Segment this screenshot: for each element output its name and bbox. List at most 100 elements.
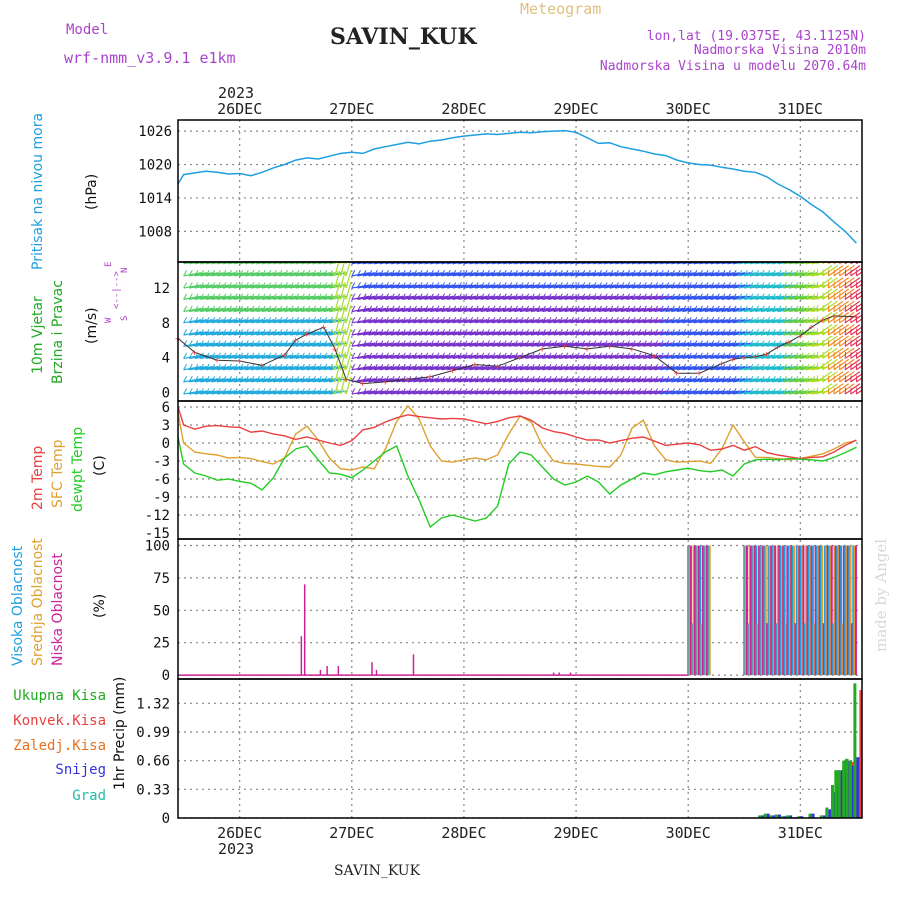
wind-barb [256, 295, 275, 300]
wind-barb [592, 390, 611, 395]
wind-barb [850, 277, 862, 289]
wind-barb-flag [250, 329, 255, 336]
wind-barb-flag [659, 293, 664, 300]
wind-barb [362, 295, 381, 300]
wind-barb-flag [508, 305, 513, 312]
wind-barb-flag [356, 270, 361, 277]
wind-speed-marker: + [752, 353, 758, 363]
wind-barb [222, 342, 241, 347]
wind-barb [660, 272, 678, 277]
wind-barb [458, 319, 477, 324]
wind-barb [441, 295, 460, 300]
wind-barb [480, 284, 499, 289]
wind-barb-flag [682, 388, 687, 395]
wind-barb-flag [323, 305, 328, 312]
wind-barb [682, 284, 701, 289]
wind-barb [267, 272, 286, 277]
wind-barb [345, 352, 352, 370]
wind-barb [273, 342, 292, 347]
wind-barb [603, 307, 622, 313]
wind-barb [396, 307, 415, 313]
wind-barb [688, 331, 707, 336]
wind-barb [374, 366, 393, 371]
wind-barb-flag [199, 376, 204, 383]
wind-barb-flag [833, 352, 835, 359]
wind-barb [301, 284, 320, 289]
wind-barb-flag [513, 293, 518, 300]
wind-barb-flag [289, 352, 294, 359]
wind-barb-flag [211, 262, 216, 264]
wind-barb-flag [592, 352, 597, 359]
wind-barb-flag [356, 316, 361, 324]
wind-barb [183, 354, 202, 360]
wind-barb [385, 342, 404, 347]
wind-barb-flag [827, 292, 830, 300]
wind-barb-flag [328, 262, 333, 264]
wind-barb [267, 284, 286, 289]
wind-barb-flag [228, 376, 232, 383]
wind-barb [245, 378, 264, 383]
wind-barb [351, 272, 370, 277]
wind-speed-marker: + [775, 343, 781, 353]
wind-barb-flag [216, 305, 221, 312]
wind-barb-flag [418, 363, 423, 370]
wind-barb [469, 272, 488, 277]
wind-barb-flag [659, 388, 664, 395]
wind-barb-flag [341, 293, 347, 300]
wind-barb-flag [491, 340, 496, 347]
wind-barb [587, 307, 606, 313]
wind-barb-flag [799, 376, 804, 383]
wind-barb [228, 366, 247, 371]
wind-barb-flag [732, 262, 737, 264]
wind-barb-flag [855, 352, 858, 359]
wind-barb [183, 378, 202, 383]
wind-barb-flag [317, 340, 322, 347]
cloud-tick-label: 25 [153, 636, 170, 652]
wind-barb-flag [362, 305, 367, 312]
wind-barb [699, 295, 718, 300]
wind-barb [396, 284, 415, 289]
wind-barb-flag [822, 363, 824, 370]
wind-barb [710, 272, 729, 277]
wind-barb-flag [771, 329, 776, 336]
wind-barb-flag [469, 340, 474, 347]
wind-barb-flag [491, 305, 496, 312]
wind-barb [760, 354, 779, 360]
wind-barb [379, 284, 398, 289]
wind-barb-flag [598, 270, 603, 277]
wind-barb-flag [194, 363, 199, 370]
wind-barb-flag [788, 282, 793, 289]
wind-barb-flag [732, 376, 737, 383]
wind-compass-icon: W E N S <--|--> [104, 262, 130, 323]
wind-barb [463, 319, 482, 324]
wind-barb-flag [306, 376, 311, 383]
wind-barb-flag [777, 376, 782, 383]
precip-legend-frozen: Zaledj.Kisa [13, 738, 106, 754]
wind-barb-flag [435, 305, 440, 312]
wind-barb-flag [721, 376, 726, 383]
wind-speed-marker: + [214, 356, 220, 366]
wind-barb [850, 371, 862, 383]
wind-barb [559, 378, 578, 383]
temp-sfc-line [177, 404, 857, 471]
wind-barb-flag [626, 293, 631, 300]
wind-barb [699, 354, 718, 360]
wind-barb-flag [631, 340, 636, 347]
wind-barb-flag [228, 262, 232, 264]
wind-barb [822, 371, 838, 383]
station-title: SAVIN_KUK [330, 24, 477, 50]
wind-barb [688, 319, 707, 324]
wind-barb [334, 281, 341, 300]
wind-barb-flag [586, 340, 591, 347]
wind-barb-flag [250, 388, 255, 395]
wind-barb-flag [637, 363, 642, 370]
wind-barb-flag [216, 363, 221, 370]
wind-barb [233, 272, 252, 277]
wind-barb-flag [312, 293, 317, 300]
wind-barb-flag [188, 388, 193, 395]
wind-barb-flag [300, 282, 305, 289]
wind-barb-flag [278, 282, 283, 289]
wind-barb [828, 347, 844, 359]
wind-barb [727, 295, 746, 300]
wind-barb [732, 390, 751, 395]
